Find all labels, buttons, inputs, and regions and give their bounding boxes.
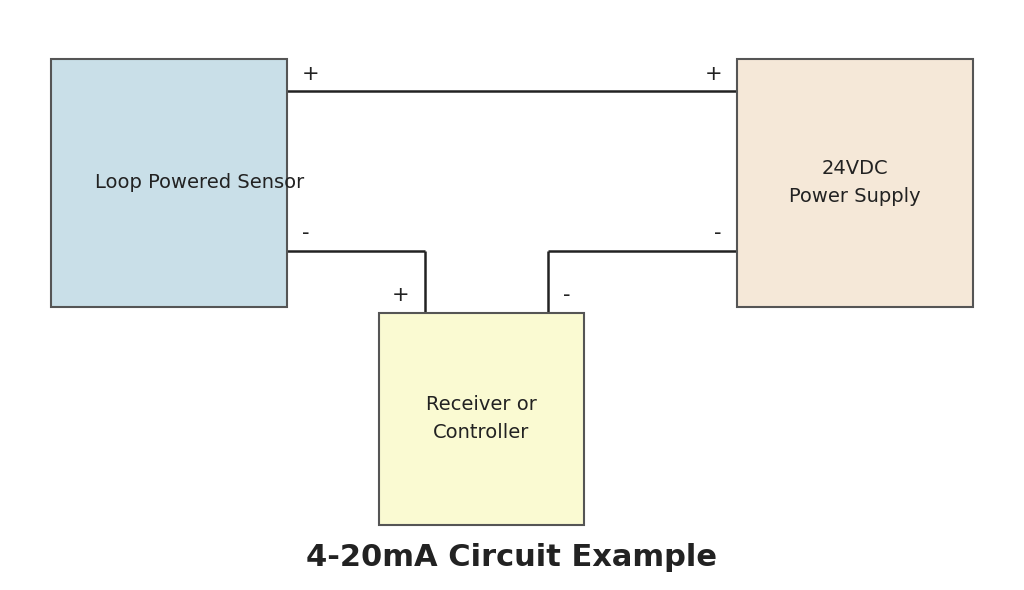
Text: -: - xyxy=(563,285,570,305)
Text: Receiver or
Controller: Receiver or Controller xyxy=(426,395,537,442)
FancyBboxPatch shape xyxy=(379,313,584,525)
Text: +: + xyxy=(705,64,722,84)
Text: Loop Powered Sensor: Loop Powered Sensor xyxy=(95,173,304,192)
Text: -: - xyxy=(302,223,309,243)
Text: -: - xyxy=(715,223,722,243)
Text: 24VDC
Power Supply: 24VDC Power Supply xyxy=(790,159,921,206)
FancyBboxPatch shape xyxy=(737,59,973,307)
Text: +: + xyxy=(392,285,410,305)
Text: +: + xyxy=(302,64,319,84)
Text: 4-20mA Circuit Example: 4-20mA Circuit Example xyxy=(306,543,718,572)
FancyBboxPatch shape xyxy=(51,59,287,307)
